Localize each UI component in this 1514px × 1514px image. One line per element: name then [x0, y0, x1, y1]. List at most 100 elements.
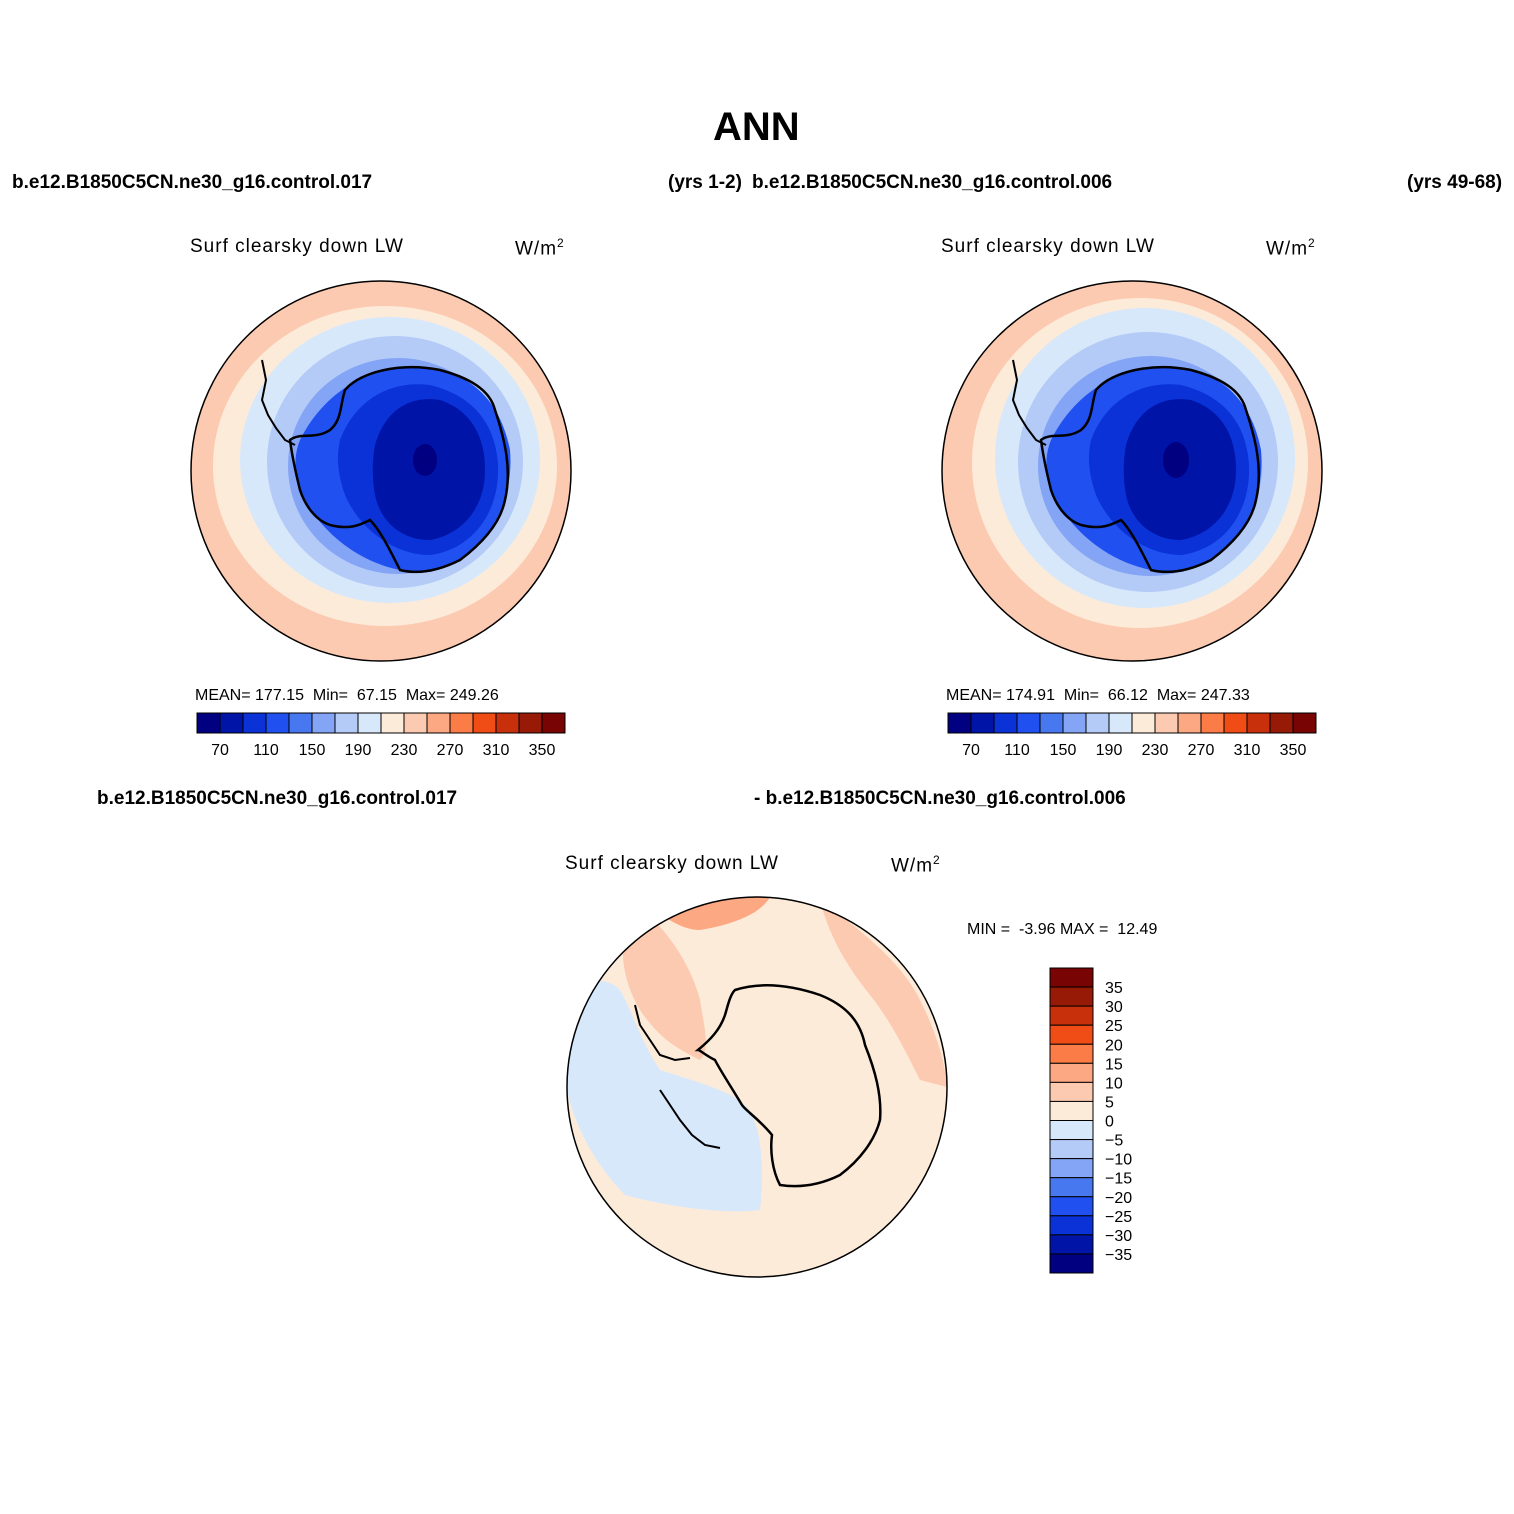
- colorbar-swatch: [1049, 1215, 1094, 1236]
- panel1-variable-title: Surf clearsky down LW: [190, 236, 404, 257]
- colorbar-swatch: [1108, 712, 1133, 734]
- panel3-peninsula-coast: [634, 1004, 691, 1062]
- panel1-max-value: 249.26: [449, 687, 499, 704]
- colorbar-tick-label: 70: [962, 742, 980, 759]
- colorbar-swatch: [1049, 1158, 1094, 1179]
- colorbar-swatch: [1039, 712, 1064, 734]
- colorbar-swatch: [403, 712, 428, 734]
- colorbar-swatch: [1049, 1234, 1094, 1255]
- colorbar-swatch: [1049, 1024, 1094, 1045]
- panel3-max-value: 12.49: [1117, 921, 1158, 938]
- colorbar-swatch: [1049, 1253, 1094, 1274]
- colorbar-tick-label: 350: [1280, 742, 1307, 759]
- panel1-units-exponent: 2: [557, 236, 565, 250]
- colorbar-swatch: [1049, 1139, 1094, 1160]
- colorbar-panel3: 35 30 25 20 15 10 5 0 −5 −10 −15 −20 −25 −30 −35: [1049, 967, 1132, 1274]
- colorbar-swatch: [288, 712, 313, 734]
- colorbar-swatch: [993, 712, 1018, 734]
- main-title: ANN: [713, 105, 800, 149]
- colorbar-swatch: [357, 712, 382, 734]
- diff-case1-label: b.e12.B1850C5CN.ne30_g16.control.017: [97, 788, 458, 809]
- colorbar-tick-label: −20: [1105, 1190, 1132, 1207]
- panel2-max-value: 247.33: [1200, 687, 1250, 704]
- panel2-map: [941, 280, 1323, 662]
- colorbar-swatch: [1062, 712, 1087, 734]
- colorbar-swatch: [1177, 712, 1202, 734]
- colorbar-tick-label: −15: [1105, 1171, 1132, 1188]
- colorbar-tick-label: 190: [345, 742, 372, 759]
- colorbar-tick-label: 25: [1105, 1018, 1123, 1035]
- panel3-max-label: MAX =: [1059, 921, 1109, 938]
- panel1-stats: MEAN= 177.15 Min= 67.15 Max= 249.26: [195, 687, 499, 705]
- panel3-stats: MIN = -3.96 MAX = 12.49: [967, 921, 1157, 939]
- colorbar-swatch: [1049, 1196, 1094, 1217]
- colorbar-swatch: [1223, 712, 1248, 734]
- case1-label: b.e12.B1850C5CN.ne30_g16.control.017: [12, 172, 373, 193]
- colorbar-tick-label: −35: [1105, 1247, 1132, 1264]
- panel2-units: W/m2: [1266, 236, 1316, 260]
- colorbar-tick-label: 35: [1105, 980, 1123, 997]
- panel1-mean-value: 177.15: [255, 687, 304, 704]
- colorbar-swatch: [196, 712, 221, 734]
- colorbar-tick-label: 10: [1105, 1075, 1123, 1092]
- panel3-min-label: MIN =: [967, 921, 1011, 938]
- panel2-peninsula-coast: [1011, 359, 1047, 446]
- colorbar-panel1: 70 110 150 190 230 270 310 350: [196, 712, 566, 759]
- panel2-variable-title: Surf clearsky down LW: [941, 236, 1155, 257]
- colorbar-tick-label: −5: [1105, 1133, 1123, 1150]
- colorbar-tick-label: 110: [1004, 742, 1030, 759]
- panel2-map-border: [941, 280, 1323, 662]
- panel1-units: W/m2: [515, 236, 565, 260]
- panel3-units-exponent: 2: [933, 853, 941, 867]
- colorbar-swatch: [242, 712, 267, 734]
- case1-years-label: (yrs 1-2): [668, 172, 742, 193]
- panel2-min-label: Min=: [1063, 687, 1099, 704]
- colorbar-swatch: [219, 712, 244, 734]
- colorbar-swatch: [1085, 712, 1110, 734]
- panel3-variable-title: Surf clearsky down LW: [565, 853, 779, 874]
- colorbar-swatch: [1200, 712, 1225, 734]
- panel3-map-border: [566, 896, 948, 1278]
- panel2-max-label: Max=: [1156, 687, 1197, 704]
- panel3-fill-5-10-east: [820, 900, 947, 1087]
- panel3-min-value: -3.96: [1019, 921, 1056, 938]
- panel1-max-label: Max=: [405, 687, 446, 704]
- colorbar-swatch: [495, 712, 520, 734]
- colorbar-swatch: [518, 712, 543, 734]
- panel3-coastline: [694, 984, 882, 1188]
- panel3-units-base: W/m: [891, 855, 934, 877]
- panel3-units: W/m2: [891, 853, 941, 877]
- panel1-min-value: 67.15: [356, 687, 397, 704]
- colorbar-swatch: [1049, 1062, 1094, 1083]
- colorbar-tick-label: 0: [1105, 1114, 1114, 1131]
- colorbar-swatch: [1049, 1177, 1094, 1198]
- colorbar-swatch: [1131, 712, 1156, 734]
- colorbar-tick-label: 150: [299, 742, 326, 759]
- colorbar-swatch: [1049, 1081, 1094, 1102]
- panel2-mean-label: MEAN=: [946, 687, 1002, 704]
- colorbar-tick-label: 310: [1234, 742, 1261, 759]
- colorbar-swatch: [1246, 712, 1271, 734]
- colorbar-swatch: [970, 712, 995, 734]
- panel2-min-value: 66.12: [1107, 687, 1148, 704]
- panel2-mean-value: 174.91: [1006, 687, 1055, 704]
- panel1-fill-70: [413, 444, 437, 476]
- colorbar-swatch: [1049, 967, 1094, 988]
- colorbar-swatch: [1269, 712, 1294, 734]
- colorbar-swatch: [1049, 1005, 1094, 1026]
- colorbar-swatch: [541, 712, 566, 734]
- colorbar-tick-label: −25: [1105, 1209, 1132, 1226]
- colorbar-panel2: 70 110 150 190 230 270 310 350: [947, 712, 1317, 759]
- panel3-shelf-coast: [659, 1089, 721, 1149]
- colorbar-swatch: [1049, 1120, 1094, 1141]
- colorbar-tick-label: −30: [1105, 1228, 1132, 1245]
- colorbar-tick-label: 270: [1188, 742, 1215, 759]
- panel1-min-label: Min=: [312, 687, 348, 704]
- colorbar-swatch: [449, 712, 474, 734]
- colorbar-tick-label: 110: [253, 742, 279, 759]
- panel1-mean-label: MEAN=: [195, 687, 251, 704]
- panel1-peninsula-coast: [260, 359, 296, 446]
- colorbar-tick-label: 15: [1105, 1056, 1123, 1073]
- colorbar-tick-label: 30: [1105, 999, 1123, 1016]
- case2-label: b.e12.B1850C5CN.ne30_g16.control.006: [752, 172, 1113, 193]
